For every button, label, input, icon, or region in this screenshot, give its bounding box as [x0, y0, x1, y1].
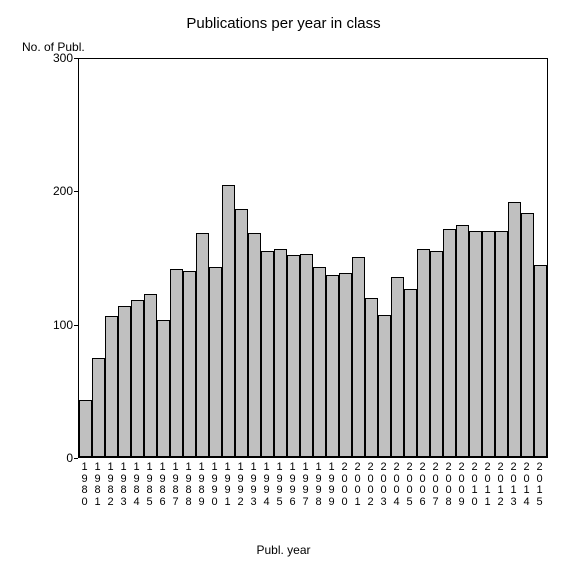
x-tick-label: 2009 [457, 462, 467, 508]
y-tick-mark [74, 458, 78, 459]
x-tick-label: 1984 [132, 462, 142, 508]
x-tick-label: 2013 [509, 462, 519, 508]
chart-container: Publications per year in class No. of Pu… [0, 0, 567, 567]
bar [495, 231, 508, 457]
x-tick-label: 2001 [353, 462, 363, 508]
bar [196, 233, 209, 457]
x-tick-label: 1994 [262, 462, 272, 508]
x-tick-label: 2014 [522, 462, 532, 508]
bar [378, 315, 391, 457]
x-tick-label: 1998 [314, 462, 324, 508]
y-tick-label: 100 [53, 318, 73, 332]
x-tick-label: 1999 [327, 462, 337, 508]
bar [469, 231, 482, 457]
x-tick-label: 1985 [145, 462, 155, 508]
bar [183, 271, 196, 457]
bar [456, 225, 469, 457]
bar [92, 358, 105, 458]
bar [352, 257, 365, 457]
bars-group [79, 59, 547, 457]
bar [222, 185, 235, 457]
x-axis-label: Publ. year [0, 543, 567, 557]
x-tick-label: 1989 [197, 462, 207, 508]
x-tick-label: 1991 [223, 462, 233, 508]
x-tick-label: 1981 [93, 462, 103, 508]
x-tick-label: 1986 [158, 462, 168, 508]
y-tick-label: 300 [53, 51, 73, 65]
bar [300, 254, 313, 457]
bar [79, 400, 92, 457]
plot-area [78, 58, 548, 458]
bar [235, 209, 248, 457]
x-tick-label: 1983 [119, 462, 129, 508]
bar [261, 251, 274, 457]
x-tick-label: 2002 [366, 462, 376, 508]
bar [274, 249, 287, 457]
bar [105, 316, 118, 457]
bar [131, 300, 144, 457]
bar [209, 267, 222, 457]
x-tick-label: 1987 [171, 462, 181, 508]
bar [339, 273, 352, 457]
chart-title: Publications per year in class [0, 15, 567, 32]
bar [170, 269, 183, 457]
x-tick-label: 1988 [184, 462, 194, 508]
bar [313, 267, 326, 457]
x-tick-label: 1980 [80, 462, 90, 508]
bar [157, 320, 170, 457]
bar [534, 265, 547, 457]
x-tick-label: 2000 [340, 462, 350, 508]
bar [287, 255, 300, 457]
x-tick-label: 1997 [301, 462, 311, 508]
bar [521, 213, 534, 457]
x-tick-label: 2011 [483, 462, 493, 508]
x-tick-label: 1990 [210, 462, 220, 508]
x-tick-label: 1982 [106, 462, 116, 508]
x-tick-label: 2015 [535, 462, 545, 508]
x-tick-label: 2006 [418, 462, 428, 508]
x-tick-label: 2005 [405, 462, 415, 508]
bar [404, 289, 417, 457]
y-tick-label: 200 [53, 184, 73, 198]
y-tick-label: 0 [66, 451, 73, 465]
bar [508, 202, 521, 457]
bar [144, 294, 157, 457]
x-tick-label: 1996 [288, 462, 298, 508]
bar [443, 229, 456, 457]
bar [430, 251, 443, 457]
x-tick-label: 2008 [444, 462, 454, 508]
x-tick-label: 2004 [392, 462, 402, 508]
bar [118, 306, 131, 457]
bar [417, 249, 430, 457]
x-tick-label: 2012 [496, 462, 506, 508]
x-tick-label: 2010 [470, 462, 480, 508]
bar [326, 275, 339, 457]
bar [482, 231, 495, 457]
bar [248, 233, 261, 457]
x-tick-label: 2003 [379, 462, 389, 508]
bar [365, 298, 378, 457]
x-tick-label: 1993 [249, 462, 259, 508]
x-tick-label: 1992 [236, 462, 246, 508]
bar [391, 277, 404, 457]
x-tick-label: 2007 [431, 462, 441, 508]
x-tick-label: 1995 [275, 462, 285, 508]
